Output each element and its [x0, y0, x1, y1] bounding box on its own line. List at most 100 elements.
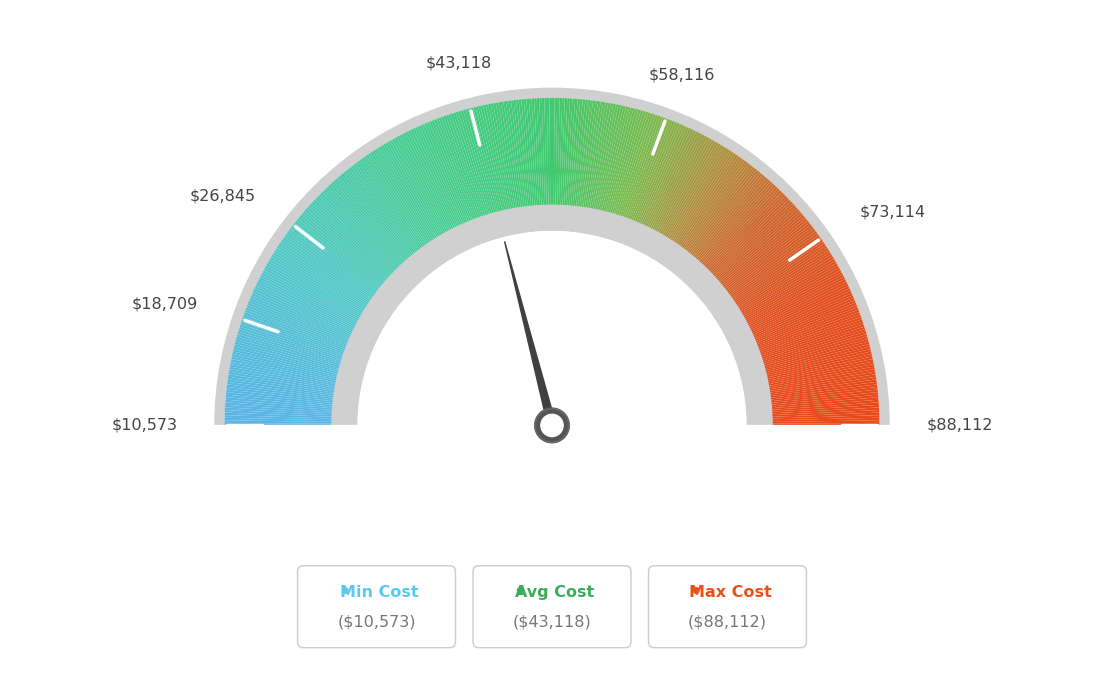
Wedge shape	[225, 395, 348, 408]
Wedge shape	[720, 237, 821, 309]
Wedge shape	[751, 344, 870, 376]
Wedge shape	[730, 263, 838, 326]
Wedge shape	[643, 131, 699, 242]
Wedge shape	[741, 297, 854, 347]
Wedge shape	[679, 168, 756, 266]
Wedge shape	[707, 210, 802, 293]
Wedge shape	[638, 128, 691, 240]
Wedge shape	[374, 149, 443, 253]
Wedge shape	[226, 387, 349, 403]
Wedge shape	[341, 173, 422, 268]
Wedge shape	[331, 205, 773, 426]
Wedge shape	[756, 423, 880, 426]
Wedge shape	[306, 207, 400, 290]
Wedge shape	[668, 156, 741, 258]
Wedge shape	[415, 127, 468, 239]
Wedge shape	[365, 155, 437, 257]
Wedge shape	[484, 105, 510, 226]
Wedge shape	[618, 115, 660, 233]
Wedge shape	[255, 286, 367, 339]
Circle shape	[535, 408, 569, 442]
Text: ($43,118): ($43,118)	[512, 615, 592, 630]
Wedge shape	[735, 279, 846, 335]
Wedge shape	[631, 124, 682, 237]
Wedge shape	[756, 415, 880, 421]
Wedge shape	[301, 213, 396, 294]
Wedge shape	[480, 106, 509, 226]
Wedge shape	[756, 400, 879, 411]
Wedge shape	[752, 354, 872, 382]
Wedge shape	[671, 159, 744, 260]
Wedge shape	[756, 405, 879, 414]
Wedge shape	[746, 322, 863, 362]
Wedge shape	[742, 305, 858, 352]
Wedge shape	[708, 213, 803, 294]
Wedge shape	[750, 342, 869, 375]
Wedge shape	[456, 112, 493, 230]
Wedge shape	[691, 185, 776, 276]
Wedge shape	[368, 153, 438, 256]
Wedge shape	[729, 259, 836, 323]
Wedge shape	[595, 106, 624, 226]
Wedge shape	[225, 402, 348, 413]
Wedge shape	[263, 270, 372, 330]
Wedge shape	[233, 349, 353, 380]
Wedge shape	[705, 209, 799, 291]
Wedge shape	[745, 319, 862, 361]
Wedge shape	[639, 129, 693, 241]
Wedge shape	[594, 105, 620, 226]
Wedge shape	[241, 322, 358, 362]
Circle shape	[541, 414, 563, 437]
Wedge shape	[753, 366, 874, 391]
Wedge shape	[240, 324, 358, 364]
Wedge shape	[682, 173, 763, 268]
Wedge shape	[242, 319, 359, 361]
Text: $88,112: $88,112	[926, 418, 992, 433]
Wedge shape	[755, 384, 878, 402]
Wedge shape	[537, 98, 544, 221]
Wedge shape	[245, 307, 361, 353]
Wedge shape	[244, 312, 360, 356]
Wedge shape	[702, 203, 794, 288]
Wedge shape	[438, 117, 482, 233]
Wedge shape	[565, 99, 575, 221]
Wedge shape	[563, 99, 573, 221]
Text: $58,116: $58,116	[649, 67, 715, 82]
Wedge shape	[731, 268, 840, 328]
Text: Min Cost: Min Cost	[340, 585, 418, 600]
Wedge shape	[496, 102, 519, 224]
Wedge shape	[740, 295, 853, 346]
Wedge shape	[322, 190, 410, 279]
Wedge shape	[602, 108, 634, 227]
Wedge shape	[588, 104, 614, 224]
Wedge shape	[737, 288, 850, 341]
Wedge shape	[460, 110, 497, 229]
Wedge shape	[396, 136, 456, 245]
Wedge shape	[555, 98, 560, 221]
Wedge shape	[571, 99, 585, 221]
Wedge shape	[652, 139, 714, 248]
Wedge shape	[224, 417, 348, 422]
Wedge shape	[696, 192, 784, 281]
Wedge shape	[751, 346, 870, 377]
Wedge shape	[756, 395, 879, 408]
Wedge shape	[649, 137, 710, 246]
Wedge shape	[676, 165, 753, 264]
Wedge shape	[370, 152, 439, 255]
Wedge shape	[273, 252, 379, 319]
Wedge shape	[256, 284, 368, 338]
Wedge shape	[715, 229, 816, 304]
Wedge shape	[346, 170, 424, 266]
Wedge shape	[314, 199, 404, 285]
Wedge shape	[606, 110, 641, 228]
Wedge shape	[756, 402, 879, 413]
Wedge shape	[399, 135, 458, 244]
Wedge shape	[503, 101, 523, 223]
Wedge shape	[232, 351, 352, 381]
Wedge shape	[229, 374, 350, 395]
Wedge shape	[712, 221, 809, 299]
Wedge shape	[227, 380, 349, 398]
Wedge shape	[230, 366, 351, 391]
Wedge shape	[279, 241, 383, 312]
Wedge shape	[577, 101, 595, 223]
